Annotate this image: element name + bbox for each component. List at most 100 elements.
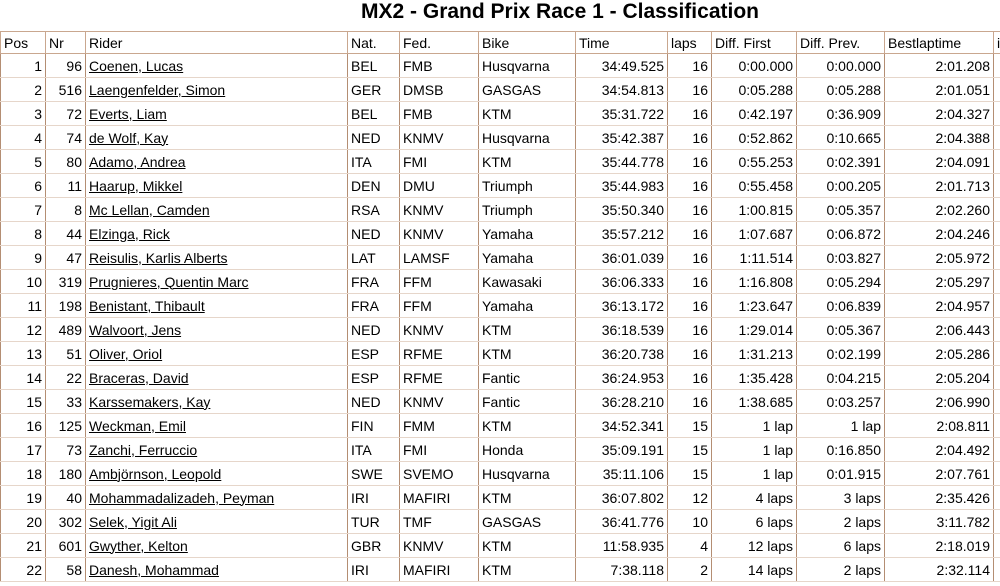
cell-time: 35:44.983 (575, 173, 668, 198)
cell-fed: DMSB (399, 77, 479, 102)
cell-extra (993, 197, 1000, 222)
cell-diff-first: 1 lap (711, 461, 797, 486)
rider-link[interactable]: Everts, Liam (89, 105, 167, 122)
cell-nr: 319 (45, 269, 86, 294)
cell-time: 36:24.953 (575, 365, 668, 390)
cell-diff-first: 14 laps (711, 557, 797, 582)
rider-link[interactable]: Prugnieres, Quentin Marc (89, 273, 249, 290)
cell-time: 36:13.172 (575, 293, 668, 318)
column-header-time: Time (575, 31, 668, 54)
cell-bestlaptime: 3:11.782 (884, 509, 994, 534)
cell-time: 36:28.210 (575, 389, 668, 414)
cell-extra (993, 533, 1000, 558)
cell-nat: BEL (347, 101, 400, 126)
cell-fed: FMM (399, 413, 479, 438)
cell-diff-first: 1 lap (711, 437, 797, 462)
cell-fed: FFM (399, 269, 479, 294)
cell-diff-first: 1:38.685 (711, 389, 797, 414)
rider-link[interactable]: Laengenfelder, Simon (89, 81, 226, 98)
cell-bestlaptime: 2:01.208 (884, 53, 994, 78)
cell-pos: 7 (0, 197, 46, 222)
rider-link[interactable]: Adamo, Andrea (89, 153, 186, 170)
rider-link[interactable]: Karssemakers, Kay (89, 393, 211, 410)
cell-diff-first: 1:23.647 (711, 293, 797, 318)
cell-nr: 11 (45, 173, 86, 198)
cell-pos: 5 (0, 149, 46, 174)
rider-link[interactable]: Elzinga, Rick (89, 225, 170, 242)
cell-diff-first: 1:16.808 (711, 269, 797, 294)
column-header-nat: Nat. (347, 31, 400, 54)
cell-diff-first: 1:31.213 (711, 341, 797, 366)
rider-link[interactable]: Mc Lellan, Camden (89, 201, 210, 218)
rider-link[interactable]: Gwyther, Kelton (89, 537, 188, 554)
table-row: 16 125 Weckman, Emil FIN FMM KTM 34:52.341 15 1 … (0, 413, 1000, 438)
cell-laps: 4 (667, 533, 712, 558)
cell-extra (993, 365, 1000, 390)
rider-link[interactable]: Selek, Yigit Ali (89, 513, 177, 530)
rider-link[interactable]: Ambjörnson, Leopold (89, 465, 222, 482)
cell-diff-prev: 0:01.915 (796, 461, 885, 486)
cell-extra (993, 293, 1000, 318)
cell-diff-first: 1:29.014 (711, 317, 797, 342)
rider-link[interactable]: Walvoort, Jens (89, 321, 182, 338)
cell-pos: 6 (0, 173, 46, 198)
table-row: 19 40 Mohammadalizadeh, Peyman IRI MAFIRI KTM… (0, 485, 1000, 510)
rider-link[interactable]: Coenen, Lucas (89, 57, 184, 74)
table-row: 14 22 Braceras, David ESP RFME Fantic 36:24.95… (0, 365, 1000, 390)
cell-fed: KNMV (399, 221, 479, 246)
rider-link[interactable]: Oliver, Oriol (89, 345, 163, 362)
cell-diff-prev: 0:05.294 (796, 269, 885, 294)
rider-link[interactable]: Zanchi, Ferruccio (89, 441, 198, 458)
cell-nr: 47 (45, 245, 86, 270)
cell-nat: NED (347, 125, 400, 150)
cell-bestlaptime: 2:04.388 (884, 125, 994, 150)
cell-fed: MAFIRI (399, 557, 479, 582)
page-title: MX2 - Grand Prix Race 1 - Classification (361, 0, 759, 23)
cell-nr: 198 (45, 293, 86, 318)
rider-link[interactable]: Weckman, Emil (89, 417, 186, 434)
rider-link[interactable]: Benistant, Thibault (89, 297, 205, 314)
cell-bike: KTM (478, 557, 576, 582)
cell-bestlaptime: 2:01.051 (884, 77, 994, 102)
table-row: 22 58 Danesh, Mohammad IRI MAFIRI KTM 7:38.118… (0, 557, 1000, 582)
cell-fed: RFME (399, 341, 479, 366)
cell-laps: 16 (667, 365, 712, 390)
cell-rider: Walvoort, Jens (85, 317, 348, 342)
cell-pos: 18 (0, 461, 46, 486)
cell-fed: FMB (399, 53, 479, 78)
cell-diff-first: 1:11.514 (711, 245, 797, 270)
cell-time: 34:49.525 (575, 53, 668, 78)
cell-nat: LAT (347, 245, 400, 270)
rider-link[interactable]: de Wolf, Kay (89, 129, 169, 146)
rider-link[interactable]: Danesh, Mohammad (89, 561, 219, 578)
rider-link[interactable]: Haarup, Mikkel (89, 177, 183, 194)
table-body: 1 96 Coenen, Lucas BEL FMB Husqvarna 34:49.525… (0, 53, 1000, 582)
rider-link[interactable]: Reisulis, Karlis Alberts (89, 249, 228, 266)
cell-time: 34:54.813 (575, 77, 668, 102)
cell-laps: 16 (667, 317, 712, 342)
cell-nat: IRI (347, 485, 400, 510)
column-header-pos: Pos (0, 31, 46, 54)
cell-pos: 17 (0, 437, 46, 462)
cell-laps: 10 (667, 509, 712, 534)
cell-diff-first: 0:42.197 (711, 101, 797, 126)
column-header-bestlaptime: Bestlaptime (884, 31, 994, 54)
rider-link[interactable]: Mohammadalizadeh, Peyman (89, 489, 275, 506)
cell-fed: SVEMO (399, 461, 479, 486)
cell-pos: 8 (0, 221, 46, 246)
cell-pos: 14 (0, 365, 46, 390)
cell-diff-prev: 0:05.357 (796, 197, 885, 222)
cell-bestlaptime: 2:06.443 (884, 317, 994, 342)
cell-diff-first: 1:07.687 (711, 221, 797, 246)
cell-diff-prev: 3 laps (796, 485, 885, 510)
cell-bestlaptime: 2:04.327 (884, 101, 994, 126)
cell-diff-prev: 0:03.257 (796, 389, 885, 414)
cell-nat: TUR (347, 509, 400, 534)
cell-laps: 16 (667, 149, 712, 174)
cell-rider: Weckman, Emil (85, 413, 348, 438)
rider-link[interactable]: Braceras, David (89, 369, 189, 386)
cell-rider: de Wolf, Kay (85, 125, 348, 150)
cell-nat: ESP (347, 341, 400, 366)
cell-nr: 601 (45, 533, 86, 558)
cell-nat: ESP (347, 365, 400, 390)
